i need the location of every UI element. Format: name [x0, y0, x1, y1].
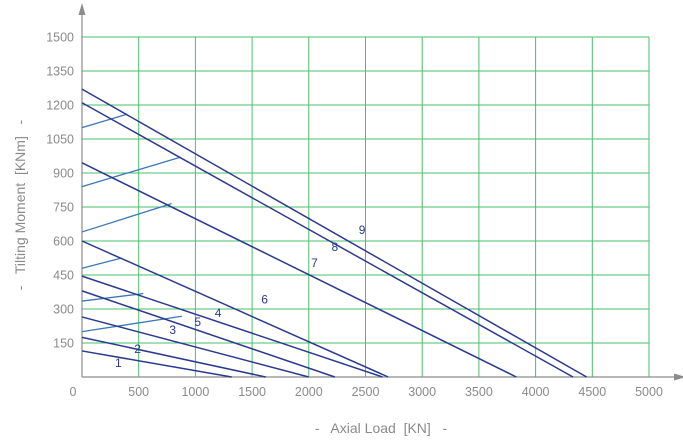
x-axis-arrow: [674, 373, 683, 381]
y-axis-title: - Tilting Moment [KNm] -: [12, 119, 28, 290]
x-tick-label: 5000: [635, 385, 663, 399]
series-line-3: [81, 316, 309, 378]
series-label-7: 7: [311, 256, 318, 270]
series-line-2: [81, 336, 266, 378]
series-line-1: [81, 350, 232, 378]
x-tick-label: 3500: [465, 385, 493, 399]
x-tick-label: 4500: [578, 385, 606, 399]
series-line-4: [81, 290, 336, 378]
y-tick-label: 1500: [46, 31, 74, 45]
secondary-lines: [81, 113, 182, 333]
y-tick-label: 900: [53, 167, 74, 181]
y-axis-arrow: [78, 3, 86, 15]
x-tick-label: 500: [128, 385, 149, 399]
series-label-4: 4: [215, 306, 222, 320]
series-label-5: 5: [194, 315, 201, 329]
secondary-line-1: [81, 315, 182, 333]
series-label-8: 8: [332, 240, 339, 254]
series-label-9: 9: [359, 223, 366, 237]
secondary-line-5: [81, 156, 181, 188]
series-line-6: [81, 240, 389, 378]
y-tick-label: 600: [53, 235, 74, 249]
y-tick-label: 1200: [46, 99, 74, 113]
y-tick-label: 750: [53, 201, 74, 215]
secondary-line-3: [81, 257, 122, 269]
series-line-5: [81, 275, 383, 378]
x-tick-label: 3000: [408, 385, 436, 399]
x-tick-label: 1000: [181, 385, 209, 399]
x-tick-label: 1500: [238, 385, 266, 399]
series-lines: [81, 88, 588, 378]
tick-labels: 0 500 1000 1500 2000 2500 3000 3500 4000 4500 5000…: [46, 31, 663, 400]
x-tick-label: 4000: [522, 385, 550, 399]
series-line-8: [81, 102, 574, 378]
series-line-9: [81, 88, 588, 378]
curve-labels: 12 3 45 6 78 9: [115, 223, 366, 370]
secondary-line-4: [81, 202, 172, 233]
series-label-2: 2: [134, 342, 141, 356]
series-label-1: 1: [115, 356, 122, 370]
series-line-7: [81, 162, 517, 378]
secondary-line-6: [81, 113, 128, 129]
grid: [82, 36, 650, 377]
series-label-3: 3: [169, 323, 176, 337]
series-label-6: 6: [261, 292, 268, 306]
y-tick-label: 450: [53, 269, 74, 283]
y-tick-label: 1350: [46, 65, 74, 79]
x-tick-label: 2000: [295, 385, 323, 399]
y-tick-label: 1050: [46, 133, 74, 147]
secondary-line-2: [81, 292, 144, 302]
x-tick-label: 2500: [352, 385, 380, 399]
y-tick-label: 300: [53, 303, 74, 317]
axes: [78, 3, 683, 381]
x-axis-title: - Axial Load [KN] -: [315, 420, 448, 436]
x-tick-label: 0: [70, 385, 77, 399]
y-tick-label: 150: [53, 337, 74, 351]
